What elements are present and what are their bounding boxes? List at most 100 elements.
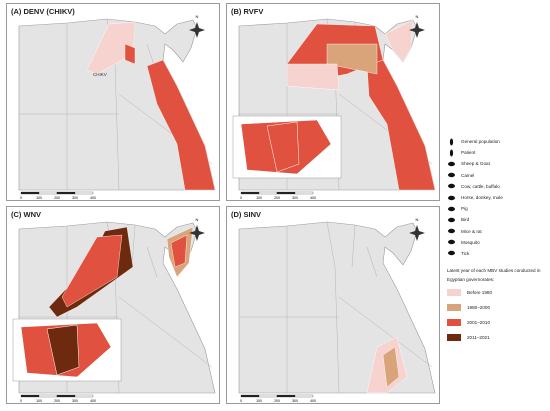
scale-bar <box>258 394 278 398</box>
scale-bar <box>276 394 296 398</box>
legend-label: Sheep & Goat <box>461 161 490 167</box>
icon-shape <box>448 195 455 200</box>
legend-item: General population <box>447 136 548 147</box>
scale-bar <box>20 191 40 195</box>
icon-shape <box>448 184 455 189</box>
scale-label: 200 <box>274 399 280 403</box>
map: N 0 100 200 300 400 <box>232 14 436 200</box>
legend-label: 1980–2000 <box>467 305 490 311</box>
scale-label: 300 <box>72 399 78 403</box>
period-legend: Before 1980 1980–2000 2001–2010 2011–2021 <box>447 286 548 344</box>
panel-title: (D) SINV <box>231 210 261 219</box>
legend-label: Patient <box>461 150 476 156</box>
legend-swatch <box>447 289 461 297</box>
region <box>366 59 436 191</box>
scale-label: 400 <box>310 196 316 200</box>
boundary <box>351 224 356 268</box>
boundary <box>326 221 340 394</box>
period-legend-title: Latest year of each MBV studies conducte… <box>447 268 541 282</box>
boundary <box>131 224 136 268</box>
legend-label: Before 1980 <box>467 290 493 296</box>
compass-label: N <box>416 14 419 19</box>
map-panel: N 0 100 200 300 400 (C) WNV <box>6 206 220 404</box>
legend-label: Mosquito <box>461 239 480 245</box>
region <box>146 59 216 191</box>
region <box>286 63 340 91</box>
scale-label: 300 <box>72 196 78 200</box>
icon-shape <box>448 172 455 178</box>
scale-bar <box>294 394 314 398</box>
boundary <box>118 296 213 368</box>
region <box>384 19 414 63</box>
compass <box>409 22 425 38</box>
legend-item: Bird <box>447 214 548 225</box>
scale-label: 100 <box>256 399 262 403</box>
boundary <box>366 246 378 278</box>
icon-shape <box>448 217 455 223</box>
compass-label: N <box>416 217 419 222</box>
legend-icon <box>448 251 455 256</box>
icon-shape <box>448 251 455 256</box>
boundary <box>146 246 158 278</box>
scale-label: 200 <box>54 399 60 403</box>
compass <box>189 225 205 241</box>
legend-icon <box>449 138 454 146</box>
legend-item: Horse, donkey, mule <box>447 192 548 203</box>
scale-bar <box>74 394 94 398</box>
legend-swatch <box>447 304 461 312</box>
legend-item: Tick <box>447 248 548 259</box>
legend-icon <box>448 206 455 211</box>
map-panel: N 0 100 200 300 400 CHIKV (A) DENV (CHIKV) <box>6 3 220 201</box>
scale-bar <box>74 191 94 195</box>
region <box>326 43 378 75</box>
legend-icon <box>448 228 455 234</box>
legend-label: General population <box>461 139 500 145</box>
icon-shape <box>448 240 455 245</box>
region <box>124 43 136 65</box>
scale-label: 100 <box>256 196 262 200</box>
legend-label: Cow, cattle, buffalo <box>461 183 500 189</box>
legend-icon <box>448 195 455 200</box>
scale-bar <box>240 191 260 195</box>
scale-bar <box>258 191 278 195</box>
legend-item: Cow, cattle, buffalo <box>447 181 548 192</box>
icon-shape <box>449 138 454 146</box>
panel-title: (B) RVFV <box>231 7 264 16</box>
legend-item: Sheep & Goat <box>447 158 548 169</box>
inset-region <box>46 324 80 376</box>
scale-label: 100 <box>36 399 42 403</box>
legend-item: Mice & rat <box>447 226 548 237</box>
compass <box>409 225 425 241</box>
scale-label: 100 <box>36 196 42 200</box>
legend-icon <box>449 149 454 157</box>
scale-label: 200 <box>54 196 60 200</box>
region <box>61 234 123 308</box>
country-outline <box>238 221 436 394</box>
icon-shape <box>449 149 454 157</box>
legend-item: 1980–2000 <box>447 301 548 314</box>
scale-label: 400 <box>310 399 316 403</box>
region <box>170 234 188 268</box>
scale-bar <box>56 394 76 398</box>
scale-bar <box>38 191 58 195</box>
scale-bar <box>56 191 76 195</box>
scale-label: 0 <box>240 399 242 403</box>
icon-shape <box>448 228 455 234</box>
inset-region <box>266 121 300 173</box>
legend-label: Pig <box>461 206 468 212</box>
map-annotation: CHIKV <box>93 72 107 77</box>
legend-label: Mice & rat <box>461 228 482 234</box>
legend-item: Patient <box>447 147 548 158</box>
legend-icon <box>448 184 455 189</box>
map-panel: N 0 100 200 300 400 (D) SINV <box>226 206 440 404</box>
compass <box>189 22 205 38</box>
scale-label: 0 <box>240 196 242 200</box>
scale-bar <box>20 394 40 398</box>
legend-label: Camel <box>461 172 475 178</box>
region <box>382 346 400 388</box>
scale-label: 400 <box>90 399 96 403</box>
map: N 0 100 200 300 400 CHIKV <box>18 14 216 200</box>
scale-bar <box>294 191 314 195</box>
legend-item: Before 1980 <box>447 286 548 299</box>
